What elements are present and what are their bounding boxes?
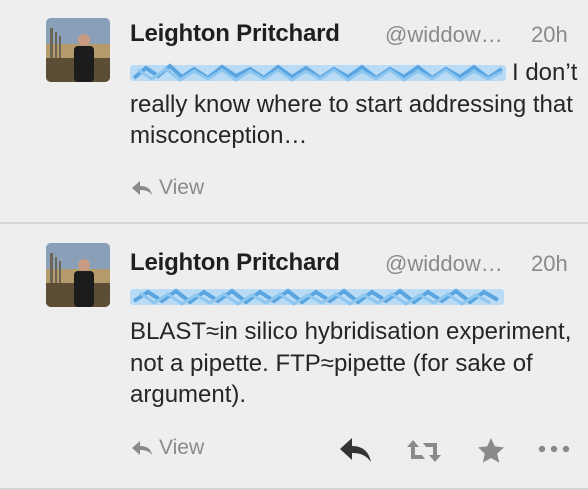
author-name[interactable]: Leighton Pritchard — [130, 20, 340, 47]
timestamp[interactable]: 20h — [531, 22, 568, 47]
tweet-text: BLAST≈in silico hybridisation experiment… — [130, 318, 572, 408]
timestamp[interactable]: 20h — [531, 251, 568, 276]
avatar[interactable] — [46, 243, 110, 307]
author-handle[interactable]: @widdow… — [385, 22, 503, 47]
redacted-mentions — [130, 284, 510, 310]
view-label: View — [159, 176, 205, 199]
view-label: View — [159, 436, 205, 459]
author-handle[interactable]: @widdow… — [385, 251, 503, 276]
reply-arrow-icon — [132, 181, 152, 195]
redacted-mentions — [130, 60, 510, 86]
author-name[interactable]: Leighton Pritchard — [130, 249, 340, 276]
tweet-text: I don’t really know where to start addre… — [130, 59, 578, 149]
reply-icon[interactable] — [338, 436, 374, 464]
tweet-actions — [0, 434, 588, 470]
view-link[interactable]: View — [131, 176, 204, 200]
retweet-icon[interactable] — [405, 438, 443, 464]
reply-arrow-icon — [132, 441, 152, 455]
favorite-icon[interactable] — [476, 436, 506, 464]
tweet[interactable]: Leighton Pritchard @widdow… 20h I don’t … — [0, 0, 588, 224]
tweet[interactable]: Leighton Pritchard @widdow… 20h BLAST≈in… — [0, 226, 588, 490]
more-icon[interactable] — [537, 442, 573, 456]
view-link[interactable]: View — [131, 436, 204, 460]
avatar[interactable] — [46, 18, 110, 82]
